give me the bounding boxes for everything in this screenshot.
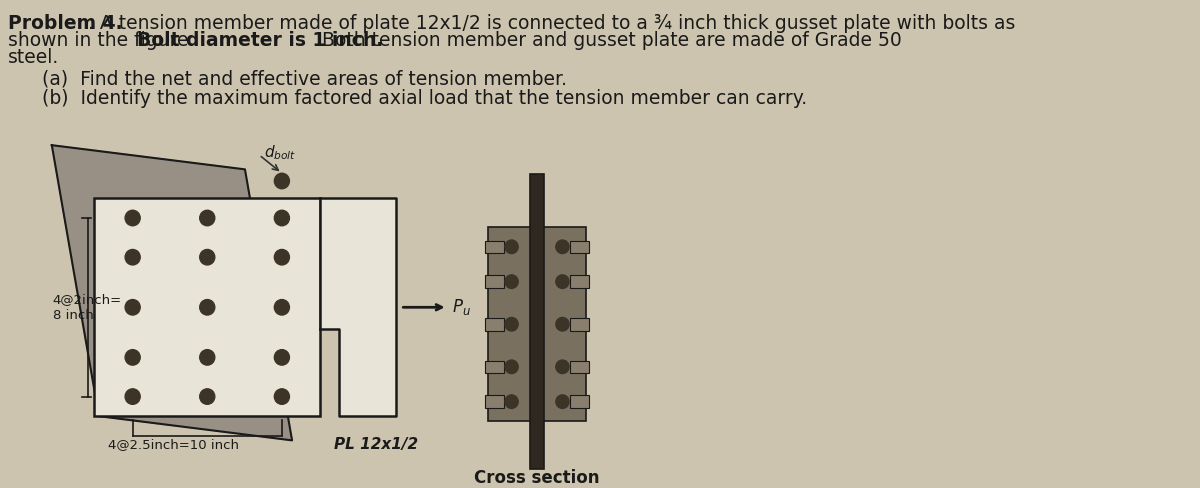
Bar <box>570 395 589 408</box>
Bar <box>530 174 544 469</box>
Text: (b)  Identify the maximum factored axial load that the tension member can carry.: (b) Identify the maximum factored axial … <box>42 89 808 108</box>
Circle shape <box>199 349 215 365</box>
Text: (a)  Find the net and effective areas of tension member.: (a) Find the net and effective areas of … <box>42 70 568 89</box>
Text: Problem 4.: Problem 4. <box>7 14 122 33</box>
Bar <box>485 361 504 373</box>
Bar <box>570 241 589 253</box>
Text: 4@2inch=
8 inch: 4@2inch= 8 inch <box>53 293 122 322</box>
Text: steel.: steel. <box>7 48 59 67</box>
Circle shape <box>199 300 215 315</box>
Polygon shape <box>320 199 396 416</box>
Circle shape <box>125 349 140 365</box>
Circle shape <box>556 240 569 254</box>
Text: $d_{bolt}$: $d_{bolt}$ <box>264 143 296 162</box>
Bar <box>488 227 535 421</box>
Circle shape <box>199 249 215 265</box>
Text: PL 12x1/2: PL 12x1/2 <box>335 437 419 452</box>
Circle shape <box>275 249 289 265</box>
Circle shape <box>125 389 140 405</box>
Circle shape <box>505 318 518 331</box>
Text: $P_u$: $P_u$ <box>452 297 472 317</box>
Circle shape <box>556 318 569 331</box>
Bar <box>539 227 586 421</box>
Circle shape <box>556 360 569 374</box>
Polygon shape <box>52 145 292 440</box>
Bar <box>95 199 320 416</box>
Bar <box>485 395 504 408</box>
Circle shape <box>275 173 289 189</box>
Circle shape <box>505 360 518 374</box>
Circle shape <box>275 300 289 315</box>
Bar <box>485 241 504 253</box>
Circle shape <box>505 240 518 254</box>
Bar <box>570 275 589 288</box>
Text: 4@2.5inch=10 inch: 4@2.5inch=10 inch <box>108 438 239 451</box>
Circle shape <box>125 210 140 226</box>
Circle shape <box>505 275 518 288</box>
Bar <box>570 318 589 330</box>
Circle shape <box>556 395 569 408</box>
Text: shown in the figure.: shown in the figure. <box>7 31 200 50</box>
Bar <box>570 361 589 373</box>
Circle shape <box>199 389 215 405</box>
Text: Cross section: Cross section <box>474 469 600 488</box>
Text: . A tension member made of plate 12x1/2 is connected to a ¾ inch thick gusset pl: . A tension member made of plate 12x1/2 … <box>88 14 1015 33</box>
Text: Both tension member and gusset plate are made of Grade 50: Both tension member and gusset plate are… <box>316 31 901 50</box>
Circle shape <box>125 300 140 315</box>
Text: Bolt diameter is 1 inch.: Bolt diameter is 1 inch. <box>137 31 383 50</box>
Circle shape <box>275 210 289 226</box>
Circle shape <box>125 249 140 265</box>
Circle shape <box>556 275 569 288</box>
Bar <box>485 318 504 330</box>
Bar <box>485 275 504 288</box>
Circle shape <box>505 395 518 408</box>
Circle shape <box>275 389 289 405</box>
Circle shape <box>275 349 289 365</box>
Circle shape <box>199 210 215 226</box>
